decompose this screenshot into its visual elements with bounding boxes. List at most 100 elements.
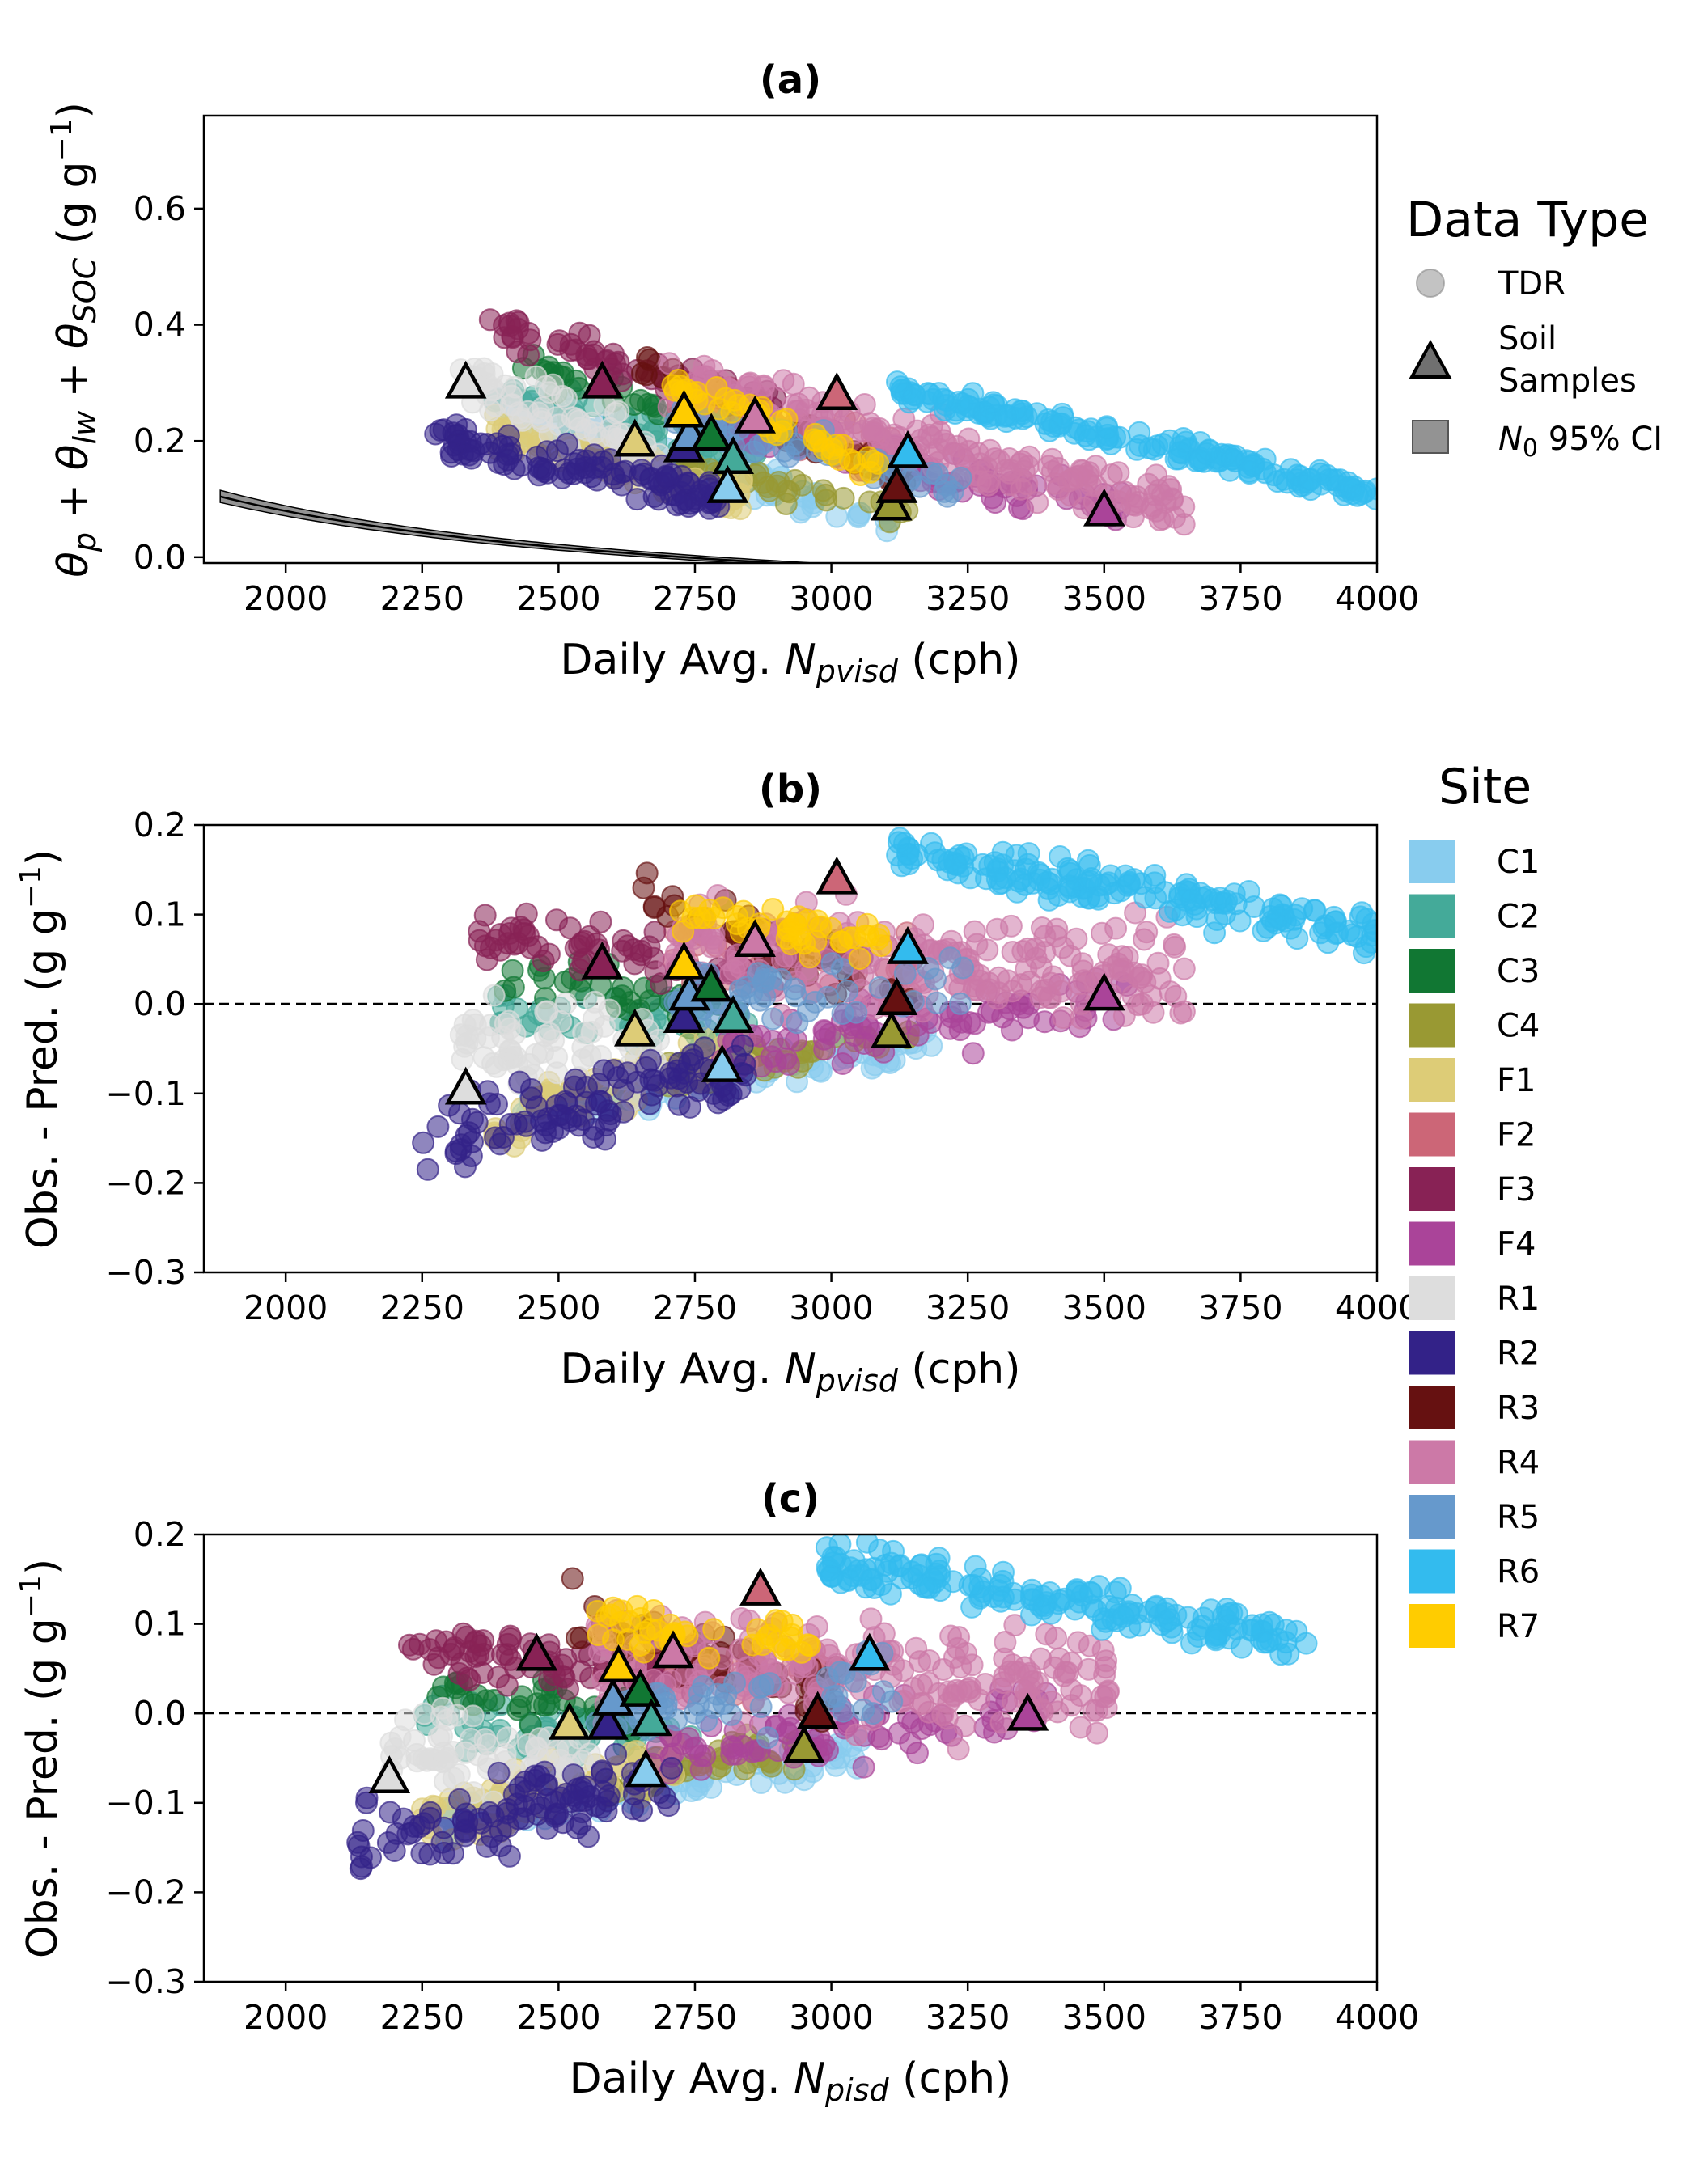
tdr-point-r7 (838, 926, 862, 950)
legend-soil-samples-marker (1409, 339, 1452, 379)
site-legend-label-r4: R4 (1497, 1445, 1540, 1482)
x-tick-label: 2000 (244, 1289, 328, 1327)
x-tick-label: 3250 (926, 1289, 1010, 1327)
tdr-point-r5 (948, 992, 972, 1015)
tdr-point-r6 (1203, 921, 1227, 945)
tdr-point-r2 (555, 1782, 578, 1805)
tdr-point-r6 (1199, 1598, 1222, 1622)
tdr-point-r7 (848, 947, 871, 971)
site-legend-label-c4: C4 (1497, 1008, 1540, 1045)
tdr-point-r4 (1172, 957, 1196, 980)
y-tick-label: −0.3 (105, 1962, 186, 2001)
soil-sample-f3 (581, 360, 624, 399)
tdr-point-r2 (376, 1831, 400, 1854)
panel-c-title: (c) (761, 1476, 820, 1522)
tdr-point-r1 (454, 1741, 477, 1764)
panel-a-ci-band (219, 489, 825, 563)
legend-ci-marker (1412, 420, 1449, 454)
tdr-point-f4 (741, 1740, 765, 1763)
tdr-point-r2 (347, 1835, 371, 1857)
n0-fit-curve (219, 495, 794, 563)
soil-sample-c2 (712, 995, 755, 1034)
tdr-point-r6 (1345, 484, 1369, 507)
tdr-point-r6 (1215, 889, 1239, 912)
panel-b-axes-frame (202, 823, 1379, 1274)
tdr-point-r4 (1128, 966, 1151, 989)
tdr-point-r4 (986, 987, 1009, 1010)
tdr-point-r7 (661, 374, 684, 397)
tdr-point-r4 (909, 1692, 932, 1716)
soil-sample-c3 (619, 1668, 662, 1707)
tdr-point-r5 (756, 1726, 779, 1750)
tdr-point-r2 (396, 1822, 420, 1846)
tdr-point-r5 (820, 952, 844, 976)
tdr-point-r7 (676, 1624, 699, 1648)
tdr-point-r4 (1043, 1656, 1066, 1679)
panel-a-title: (a) (760, 57, 821, 103)
soil-sample-f3 (515, 1632, 558, 1671)
x-tick-label: 4000 (1335, 1289, 1419, 1327)
site-legend-swatch-f4 (1409, 1221, 1455, 1266)
tdr-point-r3 (635, 861, 659, 885)
tdr-point-f3 (499, 1648, 522, 1671)
tdr-point-r2 (561, 1763, 585, 1787)
tdr-point-f3 (473, 904, 497, 927)
tdr-point-r7 (775, 927, 799, 950)
tdr-point-r6 (1238, 460, 1261, 484)
n0-ci-band (219, 489, 825, 563)
tdr-point-r6 (1114, 864, 1137, 887)
tdr-point-r1 (379, 1731, 403, 1754)
x-tick-label: 2500 (516, 1998, 600, 2037)
soil-sample-r4 (734, 395, 777, 434)
tdr-point-r7 (755, 1626, 778, 1649)
tdr-point-r1 (555, 387, 578, 410)
tdr-point-r4 (960, 1653, 984, 1677)
soil-sample-r6 (848, 1632, 891, 1671)
soil-sample-r4 (652, 1630, 694, 1669)
soil-sample-c1 (625, 1749, 667, 1788)
y-tick-label: −0.2 (105, 1163, 186, 1202)
tdr-point-r6 (1025, 402, 1049, 425)
soil-sample-r3 (875, 464, 918, 503)
tdr-point-r1 (482, 984, 506, 1007)
tdr-point-r4 (1000, 459, 1023, 482)
tdr-point-f4 (948, 1018, 972, 1042)
site-legend-label-r2: R2 (1497, 1335, 1540, 1373)
x-tick-label: 2750 (653, 1998, 737, 2037)
tdr-point-r2 (596, 1099, 620, 1123)
tdr-point-r6 (1363, 919, 1377, 942)
site-legend-swatch-c4 (1409, 1003, 1455, 1048)
tdr-point-r6 (1256, 1631, 1279, 1654)
tdr-point-r5 (816, 985, 839, 1009)
y-tick-label: −0.2 (105, 1873, 186, 1911)
tdr-point-f4 (1000, 1018, 1023, 1042)
tdr-point-r6 (874, 1554, 897, 1577)
tdr-point-r6 (891, 1567, 914, 1590)
tdr-point-r2 (497, 424, 520, 447)
site-legend-label-f4: F4 (1497, 1226, 1536, 1263)
tdr-point-r3 (630, 362, 654, 385)
tdr-point-r6 (956, 394, 980, 417)
tdr-point-r2 (639, 1048, 662, 1072)
tdr-point-r4 (947, 1737, 970, 1761)
tdr-point-r4 (1146, 951, 1170, 975)
tdr-point-r6 (1171, 904, 1194, 927)
site-legend-swatch-f3 (1409, 1167, 1455, 1211)
tdr-point-r5 (783, 977, 806, 1001)
panel-a: (a) 2000 2250 2500 2750 3000 3250 3500 3750 4000… (45, 57, 1419, 689)
tdr-point-r7 (629, 1634, 652, 1657)
tdr-point-f4 (777, 1053, 800, 1076)
tdr-point-r5 (924, 967, 947, 991)
tdr-point-r4 (1126, 491, 1150, 514)
tdr-point-r6 (912, 1575, 935, 1598)
x-tick-label: 2000 (244, 1998, 328, 2037)
legend-soil-samples-label-line1: Soil (1498, 320, 1557, 358)
tdr-point-r7 (646, 1619, 669, 1642)
panel-c-axes-frame (202, 1533, 1379, 1983)
tdr-point-r5 (861, 1702, 884, 1725)
tdr-point-r4 (1052, 1006, 1075, 1030)
tdr-point-r6 (820, 1565, 843, 1588)
soil-sample-r7 (663, 941, 705, 980)
panel-a-ticks: 2000 2250 2500 2750 3000 3250 3500 3750 4000 0.0 0… (133, 189, 1419, 618)
soil-sample-f2 (739, 1567, 782, 1606)
